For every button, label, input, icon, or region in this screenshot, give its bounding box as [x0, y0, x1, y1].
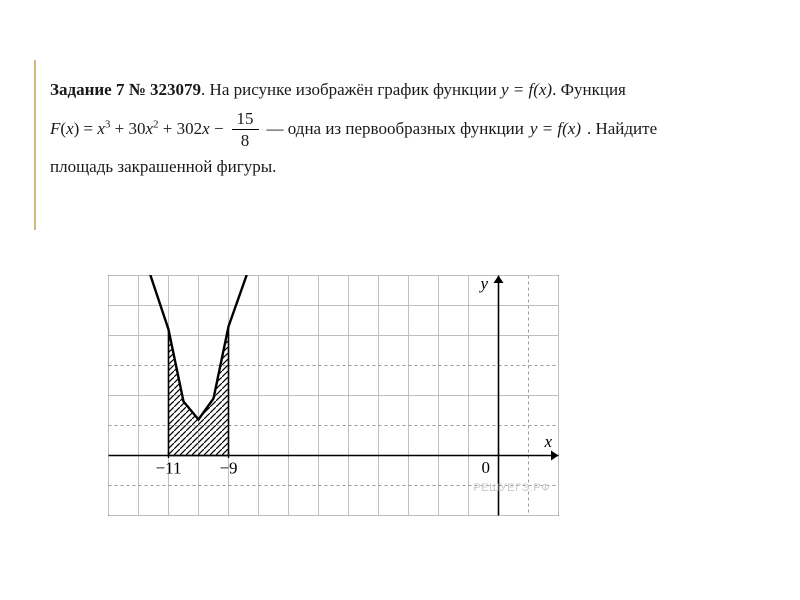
left-vertical-rule [34, 60, 36, 230]
task-label-prefix: Задание 7 № [50, 80, 150, 99]
problem-statement: Задание 7 № 323079. На рисунке изображён… [50, 72, 730, 184]
svg-text:−11: −11 [156, 459, 182, 478]
eq-yfx-2: y = f(x) [530, 111, 581, 147]
graph-svg: −11 −9 0 y x [108, 275, 560, 517]
fraction-15-8: 15 8 [232, 110, 259, 149]
eq-yfx-1: y = f(x) [501, 80, 552, 99]
line-2: F(x) = x3 + 30x2 + 302x − 15 8 — одна из… [50, 110, 730, 149]
svg-text:y: y [478, 275, 488, 293]
frac-num: 15 [232, 110, 259, 130]
frac-den: 8 [236, 130, 255, 149]
line-3: площадь закрашенной фигуры. [50, 149, 730, 185]
sentence-1a: . На рисунке изображён график функции [201, 80, 501, 99]
after-eq: . Найдите [587, 111, 657, 147]
line-1: Задание 7 № 323079. На рисунке изображён… [50, 72, 730, 108]
svg-text:x: x [543, 432, 552, 451]
antiderivative-expression: F(x) = x3 + 30x2 + 302x − [50, 111, 224, 147]
graph: −11 −9 0 y x РЕШУЕГЭ.РФ [108, 275, 560, 522]
watermark: РЕШУЕГЭ.РФ [473, 482, 550, 494]
after-fraction: — одна из первообразных функции [267, 111, 524, 147]
task-number: 323079 [150, 80, 201, 99]
sentence-1b: . Функция [552, 80, 626, 99]
svg-text:0: 0 [482, 458, 491, 477]
svg-text:−9: −9 [219, 459, 237, 478]
